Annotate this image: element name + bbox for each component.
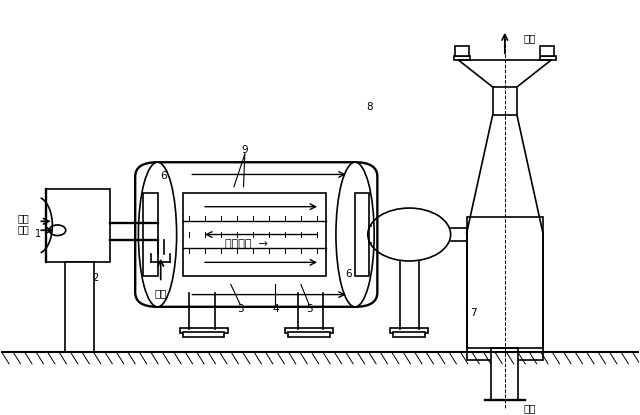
Text: 3: 3	[237, 304, 244, 314]
Bar	[143, 193, 157, 276]
Bar	[180, 328, 228, 333]
Text: 8: 8	[366, 102, 373, 112]
Text: 4: 4	[272, 304, 278, 314]
Text: 进料: 进料	[154, 288, 167, 298]
Text: 6: 6	[161, 171, 167, 181]
Bar	[65, 262, 94, 352]
Text: 燃气: 燃气	[18, 213, 29, 223]
Text: 空气: 空气	[18, 225, 29, 234]
Text: 6: 6	[346, 269, 352, 279]
Bar	[493, 87, 517, 115]
Text: 2: 2	[93, 273, 99, 283]
Bar	[390, 328, 428, 333]
Text: 排气: 排气	[524, 404, 536, 414]
Bar	[285, 328, 333, 333]
Ellipse shape	[336, 162, 374, 307]
FancyBboxPatch shape	[135, 162, 378, 307]
Bar	[46, 189, 109, 262]
Bar	[394, 332, 425, 337]
Bar	[467, 217, 543, 360]
Text: 5: 5	[306, 304, 312, 314]
Bar	[540, 46, 554, 56]
Bar	[540, 56, 556, 61]
Bar	[355, 193, 369, 276]
Bar	[183, 193, 326, 276]
Bar	[454, 56, 470, 61]
Bar	[183, 332, 225, 337]
Bar	[288, 332, 330, 337]
Bar	[492, 347, 518, 400]
Text: 1: 1	[35, 229, 42, 239]
Ellipse shape	[138, 162, 177, 307]
Text: 干燥空气  →: 干燥空气 →	[225, 239, 268, 249]
Bar	[455, 46, 469, 56]
Text: 9: 9	[241, 145, 248, 155]
Text: 7: 7	[470, 308, 476, 318]
Text: 出料: 出料	[524, 33, 536, 43]
